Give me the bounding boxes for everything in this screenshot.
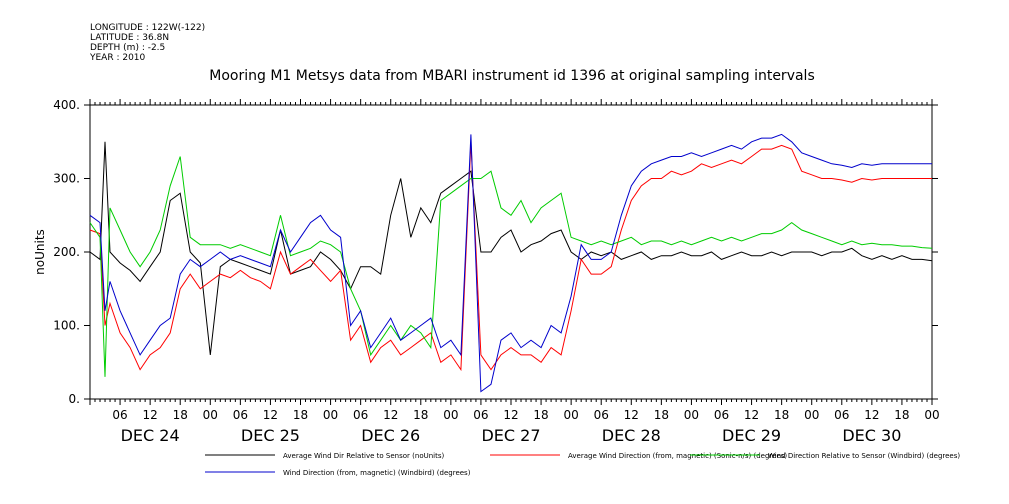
x-day-label: DEC 30 [842, 426, 901, 445]
x-tick-label: 06 [353, 408, 368, 422]
meta-longitude: LONGITUDE : 122W(-122) [90, 23, 205, 33]
x-tick-label: 18 [654, 408, 669, 422]
y-axis-label: noUnits [33, 229, 47, 275]
x-tick-label: 12 [263, 408, 278, 422]
x-tick-label: 00 [323, 408, 338, 422]
x-tick-label: 06 [233, 408, 248, 422]
series-line-4 [89, 133, 932, 393]
meta-year: YEAR : 2010 [89, 53, 146, 63]
x-day-label: DEC 27 [481, 426, 540, 445]
x-tick-label: 06 [594, 408, 609, 422]
series-line-2 [89, 141, 932, 372]
y-tick-label: 0. [69, 392, 80, 406]
x-tick-label: 12 [143, 408, 158, 422]
x-tick-label: 00 [443, 408, 458, 422]
x-tick-label: 18 [774, 408, 789, 422]
meta-depth: DEPTH (m) : -2.5 [90, 43, 165, 53]
meta-latitude: LATITUDE : 36.8N [90, 33, 169, 43]
x-tick-label: 12 [624, 408, 639, 422]
x-day-label: DEC 28 [602, 426, 661, 445]
x-tick-label: 12 [503, 408, 518, 422]
x-tick-label: 00 [684, 408, 699, 422]
x-tick-label: 06 [473, 408, 488, 422]
y-tick-label: 300. [53, 172, 80, 186]
x-day-label: DEC 24 [121, 426, 180, 445]
y-tick-label: 200. [53, 245, 80, 259]
x-tick-label: 18 [533, 408, 548, 422]
y-tick-label: 100. [53, 319, 80, 333]
chart-title: Mooring M1 Metsys data from MBARI instru… [209, 68, 815, 84]
y-tick-label: 400. [53, 98, 80, 112]
x-day-label: DEC 25 [241, 426, 300, 445]
x-day-label: DEC 29 [722, 426, 781, 445]
x-tick-label: 06 [112, 408, 127, 422]
legend-label-2: Average Wind Direction (from, magnetic) … [568, 452, 787, 460]
x-day-label: DEC 26 [361, 426, 420, 445]
x-tick-label: 00 [203, 408, 218, 422]
x-tick-label: 12 [744, 408, 759, 422]
x-tick-label: 00 [564, 408, 579, 422]
x-tick-label: 06 [834, 408, 849, 422]
series-line-1 [89, 141, 933, 355]
x-tick-label: 12 [383, 408, 398, 422]
y-axis: 0. 100. 200. 300. 400. [53, 98, 938, 406]
legend-label-1: Average Wind Dir Relative to Sensor (noU… [283, 452, 444, 460]
x-tick-label: 18 [293, 408, 308, 422]
x-tick-label: 06 [714, 408, 729, 422]
x-tick-label: 12 [864, 408, 879, 422]
x-tick-label: 18 [173, 408, 188, 422]
legend: Average Wind Dir Relative to Sensor (noU… [205, 452, 960, 477]
series-group [89, 133, 933, 393]
x-tick-label: 18 [894, 408, 909, 422]
x-tick-label: 00 [804, 408, 819, 422]
x-tick-label: 00 [924, 408, 939, 422]
series-line-3 [89, 156, 933, 377]
x-tick-label: 18 [413, 408, 428, 422]
legend-label-3: Wind Direction Relative to Sensor (Windb… [768, 452, 960, 460]
x-axis: 06 12 18 00 06 12 18 00 06 12 18 00 06 12 18 00 06 12 18 00… [89, 99, 940, 445]
legend-label-4: Wind Direction (from, magnetic) (Windbir… [283, 469, 471, 477]
